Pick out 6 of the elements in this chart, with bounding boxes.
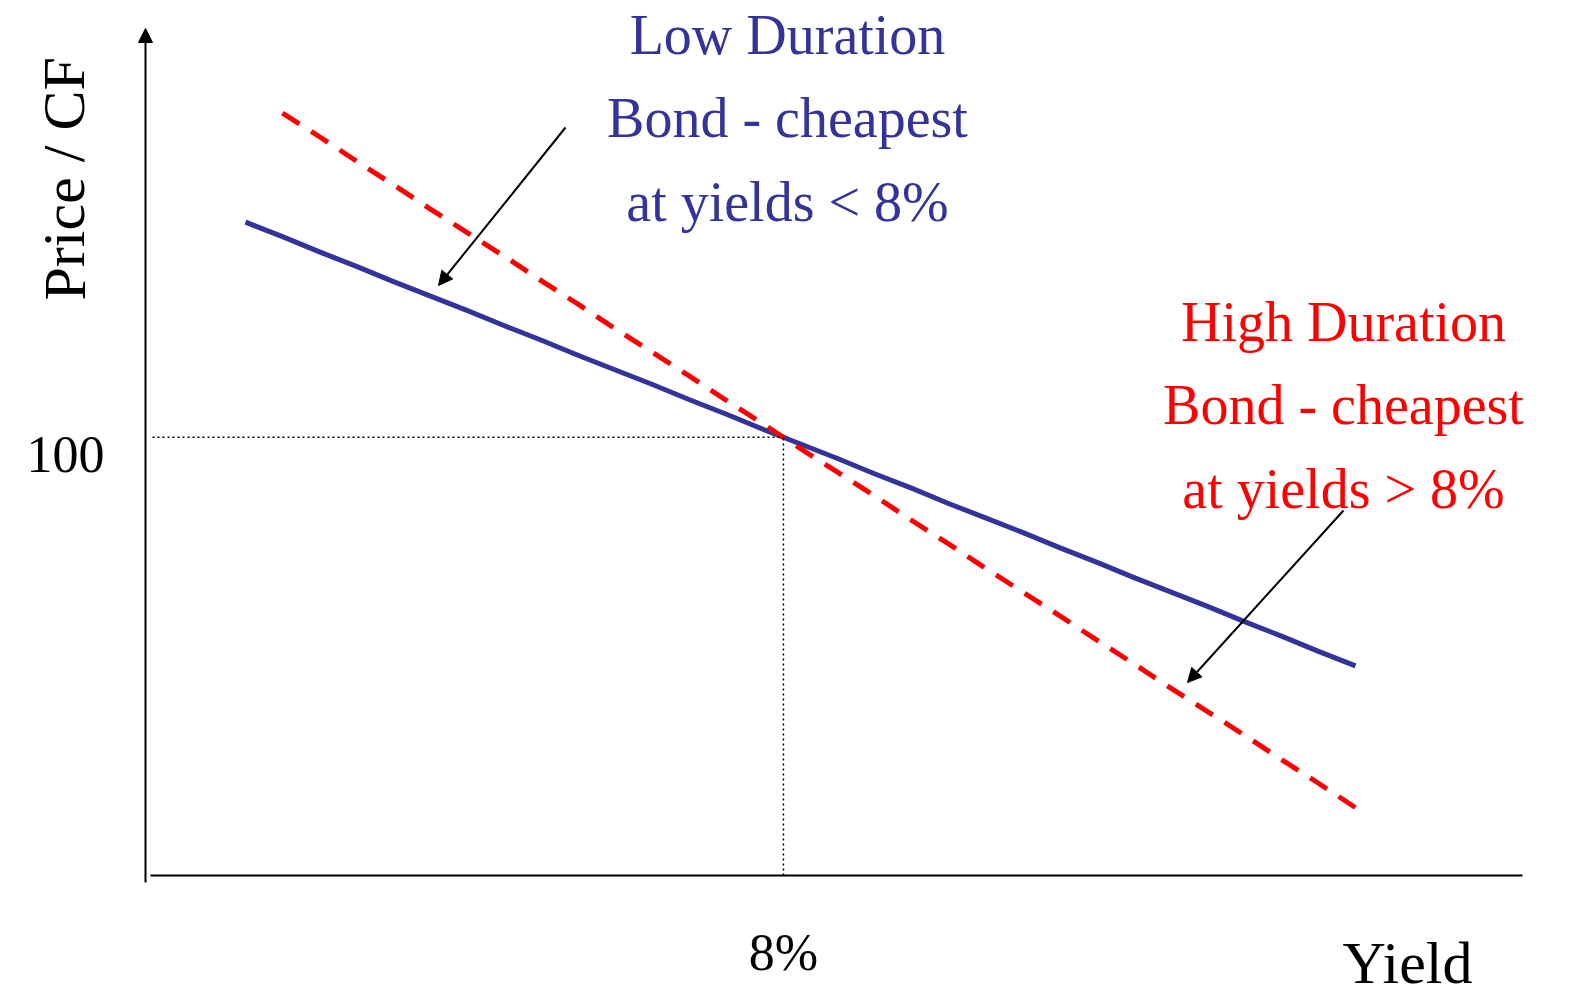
- x-axis-title: Yield: [1342, 929, 1473, 996]
- annotation: Low Duration Bond - cheapest at yields < 8%: [607, 3, 969, 233]
- annotation: High Duration Bond - cheapest at yields > 8%: [1163, 290, 1525, 520]
- y-axis-title: Price / CF: [31, 57, 98, 301]
- text: 100: [26, 426, 105, 484]
- text: 8%: [748, 923, 819, 981]
